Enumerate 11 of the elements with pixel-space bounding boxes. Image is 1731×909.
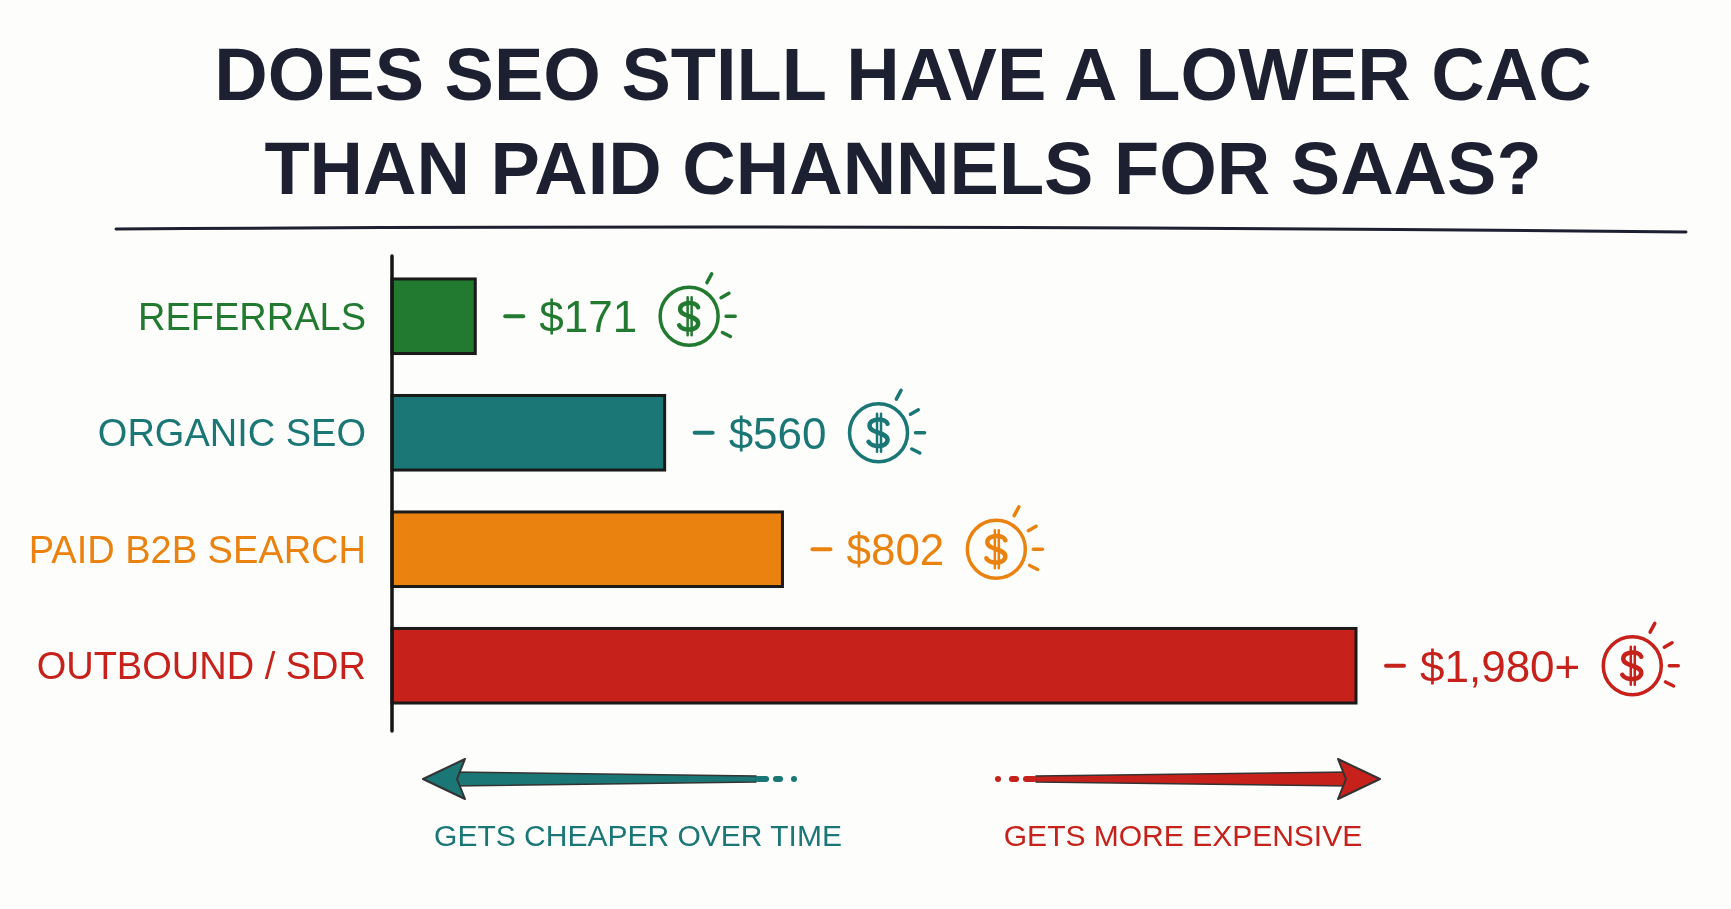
y-tick-label: OUTBOUND / SDR	[36, 645, 366, 688]
data-label: $171	[539, 292, 638, 342]
text: GETS CHEAPER OVER TIME	[434, 819, 842, 852]
text: GETS MORE EXPENSIVE	[1003, 819, 1363, 852]
chart-title: DOES SEO STILL HAVE A LOWER CAC THAN PAID CHANNELS FOR SAAS?	[214, 33, 1592, 210]
y-tick-label: REFERRALS	[137, 295, 366, 338]
data-label: $560	[728, 408, 827, 458]
data-label: $802	[846, 525, 945, 575]
data-label: $1,980+	[1420, 641, 1581, 691]
y-tick-label: PAID B2B SEARCH	[28, 528, 366, 571]
y-tick-label: ORGANIC SEO	[97, 412, 366, 455]
